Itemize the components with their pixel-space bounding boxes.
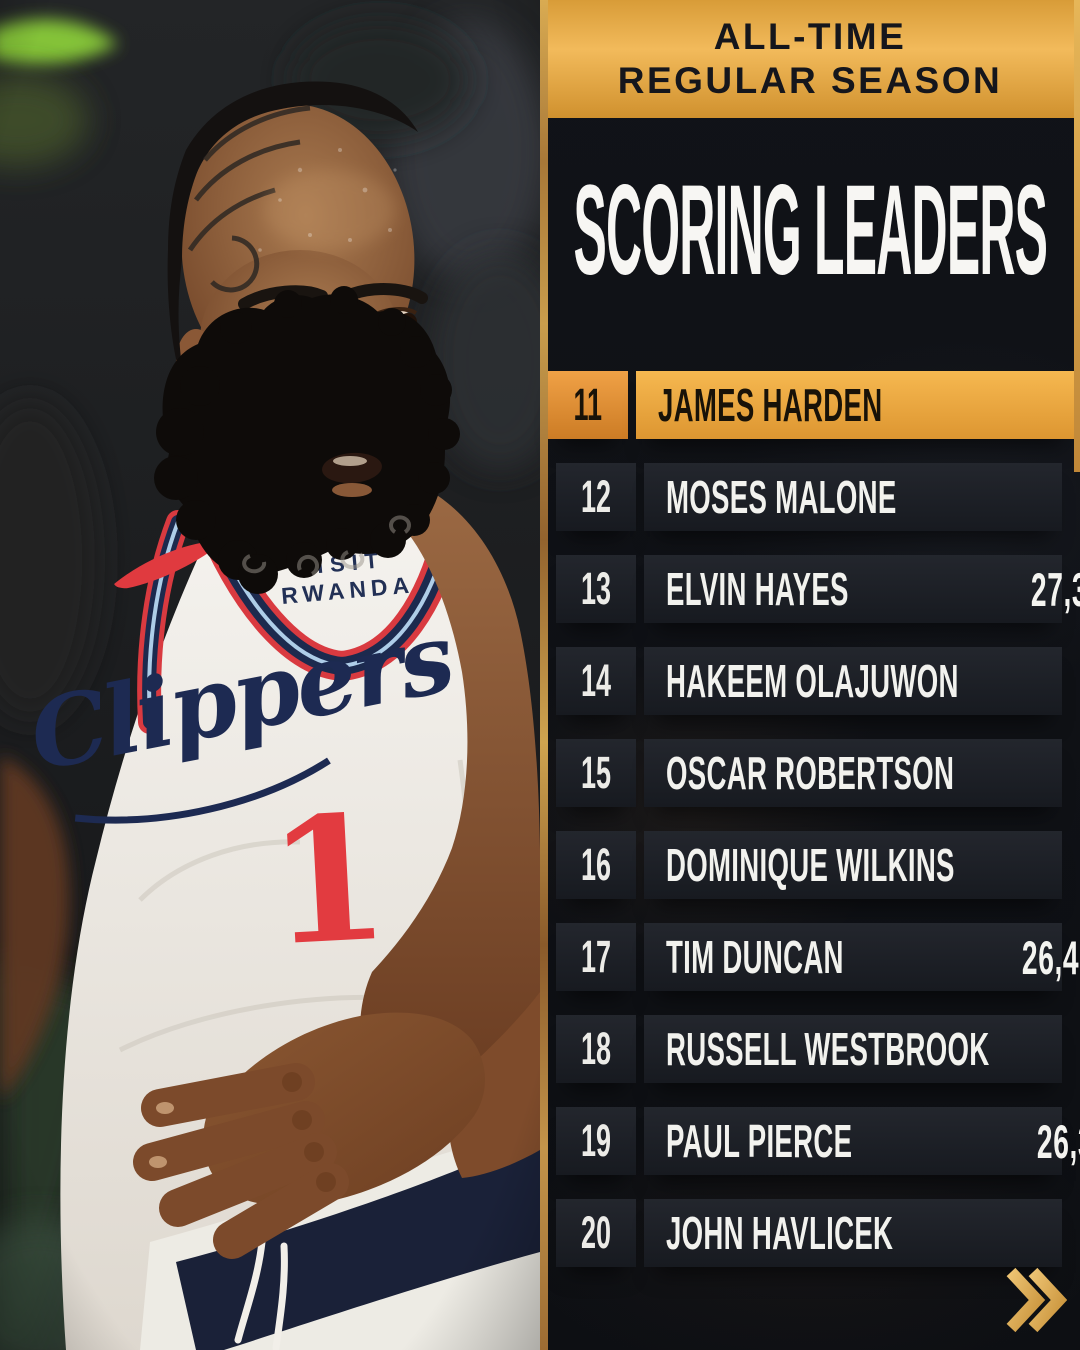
leaderboard-row: 19 PAUL PIERCE 26,397: [556, 1107, 1080, 1175]
points-value: 27,313: [1030, 562, 1080, 616]
leaderboard-row: 16 DOMINIQUE WILKINS 26,668: [556, 831, 1062, 899]
leaderboard-row-highlighted: 11 JAMES HARDEN 28,000: [548, 371, 1074, 439]
rank-cell: 19: [556, 1107, 636, 1175]
leaderboard-row: 15 OSCAR ROBERTSON 26,710: [556, 739, 1062, 807]
rank-value: 20: [580, 1207, 612, 1258]
rank-cell: 14: [556, 647, 636, 715]
rank-cell: 12: [556, 463, 636, 531]
player-name: ELVIN HAYES: [666, 563, 849, 615]
row-main-cell: PAUL PIERCE 26,397: [644, 1107, 1080, 1175]
player-name: JAMES HARDEN: [658, 379, 883, 431]
rank-cell: 17: [556, 923, 636, 991]
leaderboard-row: 13 ELVIN HAYES 27,313: [556, 555, 1080, 623]
player-photo-illustration: VISIT RWANDA Clippers 1: [0, 0, 540, 1350]
rank-value: 12: [580, 471, 612, 522]
rank-value: 16: [580, 839, 612, 890]
leaderboard-row: 20 JOHN HAVLICEK 26,395: [556, 1199, 1062, 1267]
rank-cell: 18: [556, 1015, 636, 1083]
row-main-cell: JOHN HAVLICEK 26,395: [644, 1199, 1062, 1267]
player-name: MOSES MALONE: [666, 471, 897, 523]
leaderboard-rows: 11 JAMES HARDEN 28,000 12 MOSES MALONE 2…: [548, 371, 1080, 1267]
points-value: 26,397: [1036, 1114, 1080, 1168]
rank-cell: 15: [556, 739, 636, 807]
row-main-cell: JAMES HARDEN 28,000: [636, 371, 1074, 439]
rank-value: 18: [580, 1023, 612, 1074]
rank-cell: 20: [556, 1199, 636, 1267]
rank-cell: 16: [556, 831, 636, 899]
player-name: OSCAR ROBERTSON: [666, 747, 955, 799]
player-photo: VISIT RWANDA Clippers 1: [0, 0, 540, 1350]
player-name: TIM DUNCAN: [666, 931, 844, 983]
player-name: RUSSELL WESTBROOK: [666, 1023, 990, 1075]
page-title-wrap: SCORING LEADERS: [540, 148, 1080, 312]
player-name: HAKEEM OLAJUWON: [666, 655, 959, 707]
leaderboard-row: 17 TIM DUNCAN 26,496: [556, 923, 1080, 991]
rank-value: 15: [580, 747, 612, 798]
rank-cell: 13: [556, 555, 636, 623]
points-value: 26,496: [1022, 930, 1080, 984]
row-main-cell: MOSES MALONE 27,409: [644, 463, 1062, 531]
row-main-cell: DOMINIQUE WILKINS 26,668: [644, 831, 1062, 899]
rank-value: 14: [580, 655, 612, 706]
rank-value: 13: [580, 563, 612, 614]
leaderboard-row: 12 MOSES MALONE 27,409: [556, 463, 1062, 531]
row-main-cell: TIM DUNCAN 26,496: [644, 923, 1080, 991]
gold-left-border: [540, 0, 548, 1350]
rank-value: 19: [580, 1115, 612, 1166]
banner-line2: REGULAR SEASON: [617, 60, 1003, 101]
player-name: PAUL PIERCE: [666, 1115, 853, 1167]
rank-value: 11: [573, 379, 603, 430]
row-main-cell: OSCAR ROBERTSON 26,710: [644, 739, 1062, 807]
row-main-cell: ELVIN HAYES 27,313: [644, 555, 1080, 623]
banner-line1: ALL-TIME: [713, 15, 907, 57]
banner: ALL-TIME REGULAR SEASON: [540, 0, 1080, 118]
row-main-cell: HAKEEM OLAJUWON 26,946: [644, 647, 1062, 715]
page-title: SCORING LEADERS: [573, 158, 1047, 302]
player-name: JOHN HAVLICEK: [666, 1207, 894, 1259]
player-name: DOMINIQUE WILKINS: [666, 839, 955, 891]
leaderboard-panel: ALL-TIME REGULAR SEASON SCORING LEADERS …: [540, 0, 1080, 1350]
rank-value: 17: [580, 931, 612, 982]
vignette: [0, 0, 540, 1350]
row-main-cell: RUSSELL WESTBROOK 26,406: [644, 1015, 1062, 1083]
leaderboard-row: 14 HAKEEM OLAJUWON 26,946: [556, 647, 1062, 715]
double-chevron-right-icon[interactable]: [1003, 1264, 1068, 1340]
rank-cell: 11: [548, 371, 628, 439]
gold-right-border: [1074, 0, 1080, 472]
leaderboard-row: 18 RUSSELL WESTBROOK 26,406: [556, 1015, 1062, 1083]
